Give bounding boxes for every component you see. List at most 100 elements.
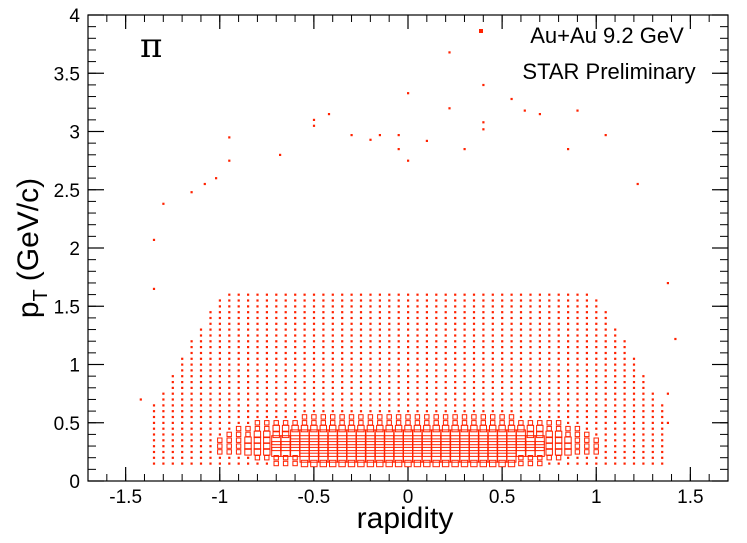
data-point bbox=[416, 299, 419, 302]
data-point bbox=[300, 424, 309, 433]
data-point bbox=[510, 357, 513, 360]
data-point bbox=[256, 386, 259, 389]
data-point bbox=[574, 425, 581, 432]
data-point bbox=[431, 441, 442, 452]
data-point bbox=[256, 299, 259, 302]
data-point bbox=[322, 346, 325, 349]
data-point bbox=[444, 305, 447, 308]
data-point bbox=[501, 334, 504, 337]
data-point bbox=[331, 386, 334, 389]
data-point bbox=[291, 424, 299, 433]
data-point-outlier bbox=[674, 337, 677, 341]
data-point bbox=[501, 340, 504, 343]
data-point bbox=[501, 328, 504, 331]
data-point bbox=[247, 392, 250, 395]
data-point bbox=[651, 433, 654, 436]
data-point bbox=[604, 392, 607, 395]
x-tick-label: 1.5 bbox=[677, 487, 703, 508]
data-point bbox=[557, 404, 560, 407]
data-point bbox=[199, 456, 203, 459]
data-point bbox=[604, 340, 607, 343]
data-point bbox=[529, 334, 532, 337]
data-point bbox=[585, 421, 588, 424]
data-point bbox=[181, 415, 184, 419]
x-tick-label: -1.5 bbox=[109, 487, 142, 508]
data-point bbox=[538, 398, 541, 401]
data-point bbox=[237, 351, 240, 355]
data-point bbox=[529, 328, 532, 331]
data-point bbox=[265, 346, 268, 349]
data-point bbox=[548, 462, 551, 465]
data-point bbox=[632, 427, 636, 430]
data-point bbox=[378, 346, 381, 349]
data-point bbox=[294, 328, 297, 331]
data-point-outlier bbox=[350, 134, 353, 137]
data-point bbox=[181, 433, 184, 436]
data-point bbox=[529, 375, 532, 378]
data-point bbox=[557, 375, 560, 378]
data-point bbox=[209, 357, 212, 360]
data-point bbox=[451, 459, 459, 468]
data-point bbox=[538, 311, 541, 314]
data-point bbox=[376, 459, 384, 468]
data-point bbox=[369, 369, 372, 372]
data-point bbox=[472, 357, 476, 360]
data-point bbox=[623, 445, 626, 448]
data-point bbox=[369, 381, 372, 384]
data-point bbox=[199, 427, 203, 430]
data-point bbox=[263, 448, 271, 456]
data-point bbox=[190, 386, 193, 389]
data-point bbox=[529, 311, 532, 314]
data-point bbox=[538, 369, 541, 372]
axes bbox=[87, 14, 729, 482]
data-point bbox=[294, 369, 297, 372]
data-point bbox=[576, 334, 579, 337]
data-point bbox=[152, 433, 156, 436]
x-axis-title: rapidity bbox=[357, 502, 454, 535]
data-point bbox=[331, 410, 334, 413]
data-point bbox=[369, 305, 372, 308]
data-point bbox=[585, 392, 588, 395]
data-point bbox=[482, 363, 485, 366]
data-point bbox=[303, 311, 306, 314]
data-point bbox=[397, 410, 400, 413]
data-point bbox=[585, 462, 588, 465]
data-point bbox=[284, 415, 287, 419]
data-point bbox=[482, 328, 485, 331]
data-point bbox=[632, 375, 636, 378]
data-point bbox=[218, 392, 221, 395]
data-point bbox=[209, 462, 212, 465]
data-point bbox=[397, 375, 400, 378]
data-point bbox=[209, 381, 212, 384]
data-point bbox=[378, 293, 381, 296]
data-point bbox=[369, 346, 372, 349]
data-point bbox=[341, 328, 344, 331]
data-point bbox=[247, 398, 250, 401]
data-point bbox=[623, 392, 626, 395]
data-point bbox=[367, 414, 374, 420]
data-point bbox=[576, 421, 579, 424]
data-point bbox=[614, 404, 617, 407]
data-point bbox=[510, 398, 513, 401]
data-point bbox=[275, 398, 278, 401]
data-point bbox=[632, 392, 636, 395]
data-point bbox=[265, 375, 268, 378]
data-point bbox=[311, 420, 317, 426]
data-point bbox=[199, 404, 203, 407]
data-point bbox=[529, 386, 532, 389]
data-point bbox=[350, 328, 353, 331]
data-point bbox=[501, 404, 504, 407]
data-point bbox=[632, 421, 636, 424]
data-point bbox=[171, 392, 174, 395]
data-point bbox=[519, 404, 523, 407]
data-point bbox=[431, 435, 442, 446]
data-point bbox=[294, 340, 297, 343]
data-point bbox=[555, 420, 562, 426]
data-point bbox=[190, 415, 193, 419]
data-point bbox=[472, 346, 476, 349]
data-point bbox=[508, 420, 515, 426]
data-point bbox=[623, 346, 626, 349]
data-point bbox=[435, 404, 438, 407]
data-point bbox=[538, 340, 541, 343]
data-point bbox=[595, 433, 598, 436]
